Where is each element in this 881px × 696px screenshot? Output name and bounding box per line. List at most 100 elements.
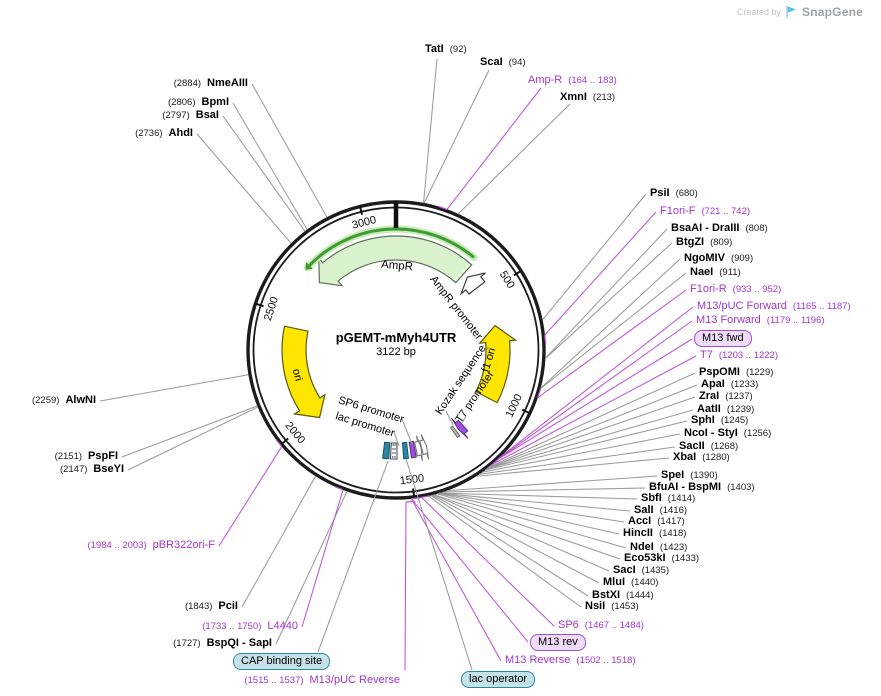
created-by-text: Created by: [737, 7, 782, 17]
snapgene-watermark: Created by SnapGene: [737, 5, 863, 19]
tick-1500: [412, 488, 416, 498]
site-label-Eco53kI: Eco53kI (1433): [624, 552, 699, 565]
primer-hook: [490, 458, 499, 466]
callout-line-SpeI: [446, 475, 658, 492]
tick-3000: [358, 205, 364, 215]
callout-line-Eco53kI: [433, 494, 621, 560]
site-name: NsiI: [585, 600, 606, 612]
site-position: (1390): [690, 470, 718, 481]
site-name: T7: [700, 349, 713, 361]
callout-line-PciI: [241, 475, 317, 608]
site-position: (2736): [135, 128, 163, 139]
site-name: BsaAI - DraIII: [671, 222, 740, 234]
callout-line-F1ori-F: [544, 211, 657, 336]
site-name: PciI: [218, 600, 238, 612]
callout-line-M13-pUC-Forward: [500, 306, 694, 458]
site-name: M13/pUC Forward: [697, 300, 787, 312]
site-position: (933 .. 952): [732, 284, 782, 295]
callout-line-PspFI: [121, 405, 258, 458]
site-position: (1179 .. 1196): [766, 315, 825, 326]
boxed-label-CAP-binding-site: CAP binding site: [233, 653, 331, 670]
site-name: PspFI: [88, 450, 118, 462]
site-position: (1502 .. 1518): [576, 655, 636, 666]
site-position: (909): [730, 253, 754, 264]
site-label-BfuAI---BspMI: BfuAI - BspMI (1403): [649, 481, 755, 494]
site-name: NdeI: [630, 541, 654, 553]
connector-line: [445, 410, 454, 426]
callout-line-HincII: [438, 492, 620, 535]
primer-hook: [537, 389, 542, 398]
site-name: BspQI - SapI: [206, 637, 272, 649]
site-label-NgoMIV: NgoMIV (909): [684, 252, 753, 265]
callout-line-BseYI: [127, 406, 259, 471]
site-position: (2806): [168, 97, 196, 108]
callout-line-SP6: [421, 496, 555, 627]
site-label-pBR322ori-F: (1984 .. 2003) pBR322ori-F: [87, 539, 215, 552]
site-position: (1417): [657, 516, 685, 527]
boxed-label-lac-operator: lac operator: [461, 671, 536, 688]
site-position: (1256): [743, 428, 772, 439]
site-name: ApaI: [701, 378, 725, 390]
callout-line-TatI: [423, 58, 438, 204]
ampr-insert-boundary: [455, 264, 470, 281]
site-label-ZraI: ZraI (1237): [699, 390, 753, 403]
site-label-M13-pUC-Forward: M13/pUC Forward (1165 .. 1187): [697, 300, 851, 313]
site-name: PspOMI: [699, 366, 740, 378]
site-name: HincII: [623, 527, 653, 539]
glyph-lac-promoter: [389, 442, 398, 460]
translation-arc: [305, 227, 475, 269]
site-label-PspOMI: PspOMI (1229): [699, 366, 773, 379]
site-position: (94): [508, 57, 526, 68]
site-name: F1ori-F: [660, 205, 696, 217]
site-name: AlwNI: [65, 394, 96, 406]
site-position: (1403): [727, 482, 755, 493]
tick-500: [513, 269, 522, 277]
primer-hook: [421, 495, 431, 498]
site-label-NaeI: NaeI (911): [690, 266, 741, 279]
site-name: AhdI: [168, 127, 193, 139]
site-label-TatI: TatI (92): [425, 43, 467, 56]
glyph-sp6-promoter: [408, 440, 417, 459]
primer-hook: [334, 486, 344, 491]
primer-hook: [411, 497, 421, 500]
site-name: NaeI: [690, 266, 714, 278]
site-position: (164 .. 183): [568, 75, 617, 86]
site-label-PsiI: PsiI (680): [650, 187, 698, 200]
site-position: (808): [745, 223, 768, 234]
callout-line-SacII: [479, 446, 676, 475]
site-name: Amp-R: [528, 74, 563, 86]
feature-band-f1-ori: [474, 324, 518, 404]
callout-line-CAP-binding-site: [317, 460, 389, 653]
callout-line-Amp-R: [446, 87, 542, 210]
site-label-MluI: MluI (1440): [603, 576, 658, 589]
site-position: (1203 .. 1222): [718, 350, 778, 361]
site-name: BtgZI: [676, 236, 705, 248]
site-label-SP6: SP6 (1467 .. 1484): [558, 619, 644, 632]
callout-line-BstXI: [430, 494, 589, 597]
site-name: TatI: [425, 43, 444, 55]
site-name: BpmI: [201, 96, 230, 108]
callout-line-L4440: [301, 489, 344, 628]
feature-band-ampr-promoter: [459, 272, 486, 296]
callout-line-NaeI: [540, 272, 687, 390]
site-label-ApaI: ApaI (1233): [701, 378, 758, 391]
site-name: ScaI: [480, 56, 503, 68]
site-position: (809): [710, 237, 733, 248]
site-position: (1984 .. 2003): [87, 540, 147, 551]
callout-line-lac-operator: [405, 458, 473, 671]
callout-line-M13-rev: [410, 498, 529, 643]
site-position: (1515 .. 1537): [244, 675, 304, 686]
connector-line: [401, 418, 413, 445]
site-position: (680): [675, 188, 698, 199]
primer-hook: [275, 439, 283, 447]
site-name: pBR322ori-F: [152, 539, 215, 551]
callout-line-PsiI: [542, 193, 647, 321]
site-position: (1245): [720, 415, 749, 426]
site-position: (1444): [626, 590, 654, 601]
plasmid-title-block: pGEMT-mMyh4UTR 3122 bp: [336, 330, 457, 358]
callout-line-M13-pUC-Reverse: [404, 501, 407, 671]
site-position: (1414): [667, 493, 696, 504]
glyph-lac-operator: [401, 441, 410, 460]
